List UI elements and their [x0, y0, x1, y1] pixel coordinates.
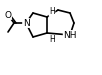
Text: NH: NH	[63, 31, 77, 40]
Text: H: H	[49, 8, 55, 16]
Text: H: H	[49, 35, 55, 44]
Text: O: O	[4, 11, 12, 20]
Text: N: N	[23, 19, 29, 28]
